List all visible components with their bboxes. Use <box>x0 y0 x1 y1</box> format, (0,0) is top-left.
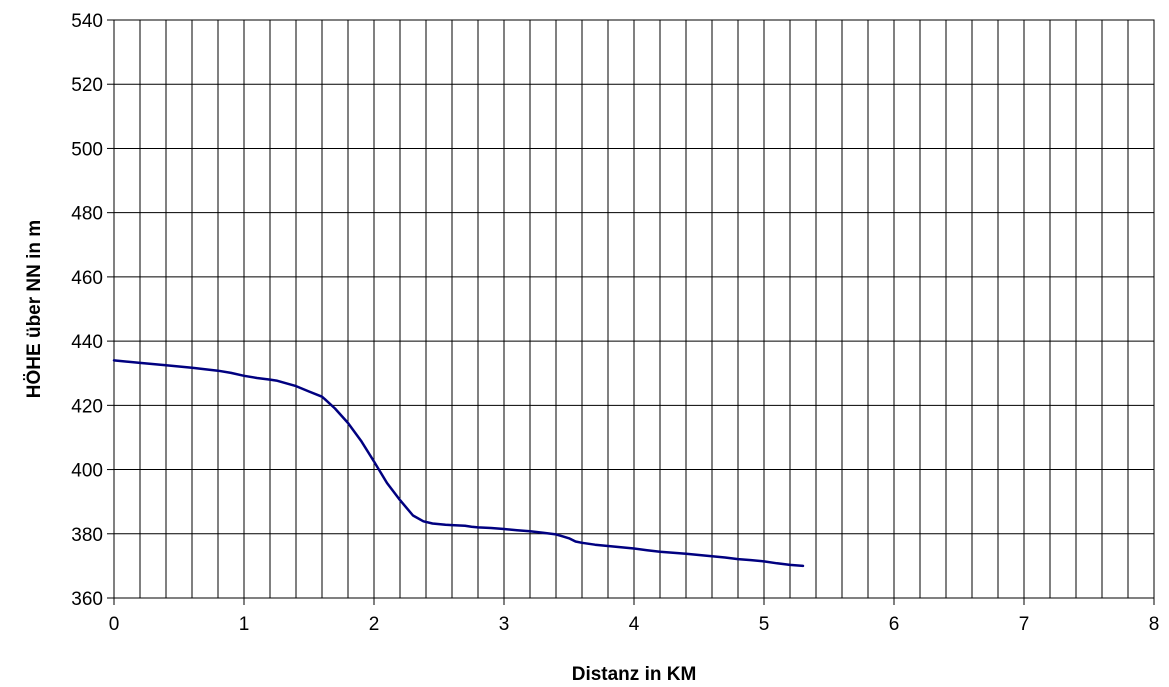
x-tick-label: 6 <box>889 614 900 635</box>
elevation-series-line <box>112 359 805 568</box>
gridlines <box>114 20 1154 598</box>
y-tick-labels: 360 380 400 420 440 460 480 500 520 540 <box>71 11 103 610</box>
x-tick-label: 1 <box>239 614 250 635</box>
x-tick-labels: 0 1 2 3 4 5 6 7 8 <box>109 614 1160 635</box>
axis-ticks <box>107 19 1155 605</box>
x-axis-title: Distanz in KM <box>572 664 697 685</box>
y-axis-title: HÖHE über NN in m <box>24 220 45 398</box>
y-tick-label: 460 <box>71 268 103 289</box>
x-tick-label: 4 <box>629 614 640 635</box>
y-tick-label: 440 <box>71 332 103 353</box>
y-tick-label: 520 <box>71 75 103 96</box>
y-tick-label: 500 <box>71 139 103 160</box>
x-tick-label: 3 <box>499 614 510 635</box>
x-tick-label: 7 <box>1019 614 1030 635</box>
y-tick-label: 360 <box>71 589 103 610</box>
x-tick-label: 0 <box>109 614 120 635</box>
x-tick-label: 5 <box>759 614 770 635</box>
y-tick-label: 400 <box>71 461 103 482</box>
y-tick-label: 420 <box>71 396 103 417</box>
x-tick-label: 8 <box>1149 614 1160 635</box>
y-tick-label: 380 <box>71 525 103 546</box>
y-tick-label: 480 <box>71 204 103 225</box>
series-layer <box>112 359 805 568</box>
x-tick-label: 2 <box>369 614 380 635</box>
y-tick-label: 540 <box>71 11 103 32</box>
